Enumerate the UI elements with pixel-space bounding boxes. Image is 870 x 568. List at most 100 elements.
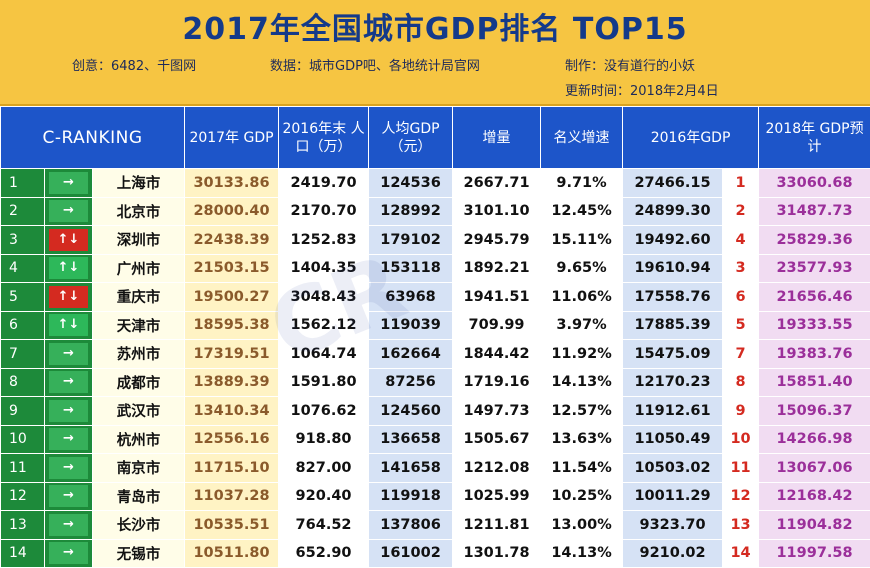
per-capita-gdp-value: 141658: [369, 454, 453, 483]
increase-value: 2667.71: [453, 169, 541, 198]
header-increase: 增量: [453, 107, 541, 169]
rank-cell: 3: [1, 226, 45, 255]
per-capita-gdp-value: 124536: [369, 169, 453, 198]
population-value: 920.40: [279, 482, 369, 511]
trend-indicator: →: [45, 397, 93, 426]
forecast-2018-value: 19333.55: [759, 311, 870, 340]
trend-indicator: →: [45, 169, 93, 198]
forecast-2018-value: 25829.36: [759, 226, 870, 255]
city-name: 成都市: [93, 368, 185, 397]
header-gdp2016: 2016年GDP: [623, 107, 759, 169]
population-value: 918.80: [279, 425, 369, 454]
city-name: 深圳市: [93, 226, 185, 255]
meta-data-source: 数据：城市GDP吧、各地统计局官网: [270, 55, 480, 74]
gdp-2016-value: 9323.70: [623, 511, 723, 540]
city-name: 北京市: [93, 197, 185, 226]
population-value: 1064.74: [279, 340, 369, 369]
gdp-2017-value: 13410.34: [185, 397, 279, 426]
rank-2016-value: 1: [723, 169, 759, 198]
gdp-2017-value: 19500.27: [185, 283, 279, 312]
gdp-2017-value: 18595.38: [185, 311, 279, 340]
gdp-2017-value: 11715.10: [185, 454, 279, 483]
header-nominal-growth: 名义增速: [541, 107, 623, 169]
gdp-2017-value: 13889.39: [185, 368, 279, 397]
gdp-2016-value: 17558.76: [623, 283, 723, 312]
arrow-right-icon: →: [49, 542, 88, 564]
per-capita-gdp-value: 63968: [369, 283, 453, 312]
gdp-2017-value: 10535.51: [185, 511, 279, 540]
rank-cell: 10: [1, 425, 45, 454]
per-capita-gdp-value: 87256: [369, 368, 453, 397]
forecast-2018-value: 15096.37: [759, 397, 870, 426]
gdp-2017-value: 28000.40: [185, 197, 279, 226]
header-ranking: C-RANKING: [1, 107, 185, 169]
growth-rate-value: 14.13%: [541, 368, 623, 397]
rank-2016-value: 5: [723, 311, 759, 340]
increase-value: 2945.79: [453, 226, 541, 255]
gdp-2017-value: 17319.51: [185, 340, 279, 369]
per-capita-gdp-value: 124560: [369, 397, 453, 426]
arrow-right-icon: →: [49, 514, 88, 536]
trend-indicator: →: [45, 425, 93, 454]
meta-creator: 创意：6482、千图网: [72, 55, 196, 74]
per-capita-gdp-value: 179102: [369, 226, 453, 255]
gdp-2016-value: 17885.39: [623, 311, 723, 340]
population-value: 3048.43: [279, 283, 369, 312]
population-value: 2419.70: [279, 169, 369, 198]
forecast-2018-value: 21656.46: [759, 283, 870, 312]
city-name: 无锡市: [93, 539, 185, 568]
arrow-right-icon: →: [49, 485, 88, 507]
arrow-right-icon: →: [49, 343, 88, 365]
growth-rate-value: 11.54%: [541, 454, 623, 483]
rank-2016-value: 11: [723, 454, 759, 483]
arrow-right-icon: →: [49, 371, 88, 393]
forecast-2018-value: 12168.42: [759, 482, 870, 511]
rank-2016-value: 14: [723, 539, 759, 568]
arrow-updown-icon: ↑↓: [49, 314, 88, 336]
population-value: 1076.62: [279, 397, 369, 426]
header-per-capita-gdp: 人均GDP （元）: [369, 107, 453, 169]
forecast-2018-value: 11904.82: [759, 511, 870, 540]
rank-cell: 14: [1, 539, 45, 568]
population-value: 1404.35: [279, 254, 369, 283]
gdp-2016-value: 11912.61: [623, 397, 723, 426]
growth-rate-value: 9.71%: [541, 169, 623, 198]
increase-value: 3101.10: [453, 197, 541, 226]
per-capita-gdp-value: 153118: [369, 254, 453, 283]
gdp-2016-value: 24899.30: [623, 197, 723, 226]
rank-2016-value: 9: [723, 397, 759, 426]
growth-rate-value: 15.11%: [541, 226, 623, 255]
trend-indicator: →: [45, 539, 93, 568]
increase-value: 1844.42: [453, 340, 541, 369]
city-name: 长沙市: [93, 511, 185, 540]
per-capita-gdp-value: 162664: [369, 340, 453, 369]
city-name: 广州市: [93, 254, 185, 283]
arrow-right-icon: →: [49, 457, 88, 479]
trend-indicator: →: [45, 368, 93, 397]
trend-indicator: →: [45, 340, 93, 369]
trend-indicator: →: [45, 511, 93, 540]
increase-value: 1719.16: [453, 368, 541, 397]
population-value: 764.52: [279, 511, 369, 540]
growth-rate-value: 9.65%: [541, 254, 623, 283]
rank-2016-value: 6: [723, 283, 759, 312]
population-value: 1591.80: [279, 368, 369, 397]
per-capita-gdp-value: 119039: [369, 311, 453, 340]
arrow-right-icon: →: [49, 400, 88, 422]
forecast-2018-value: 14266.98: [759, 425, 870, 454]
header-row: C-RANKING 2017年 GDP 2016年末 人口（万） 人均GDP （…: [1, 107, 870, 169]
rank-2016-value: 12: [723, 482, 759, 511]
city-name: 杭州市: [93, 425, 185, 454]
ranking-table-container: C-RANKING 2017年 GDP 2016年末 人口（万） 人均GDP （…: [0, 106, 870, 567]
gdp-2017-value: 22438.39: [185, 226, 279, 255]
gdp-2016-value: 19492.60: [623, 226, 723, 255]
gdp-2017-value: 30133.86: [185, 169, 279, 198]
gdp-2017-value: 12556.16: [185, 425, 279, 454]
